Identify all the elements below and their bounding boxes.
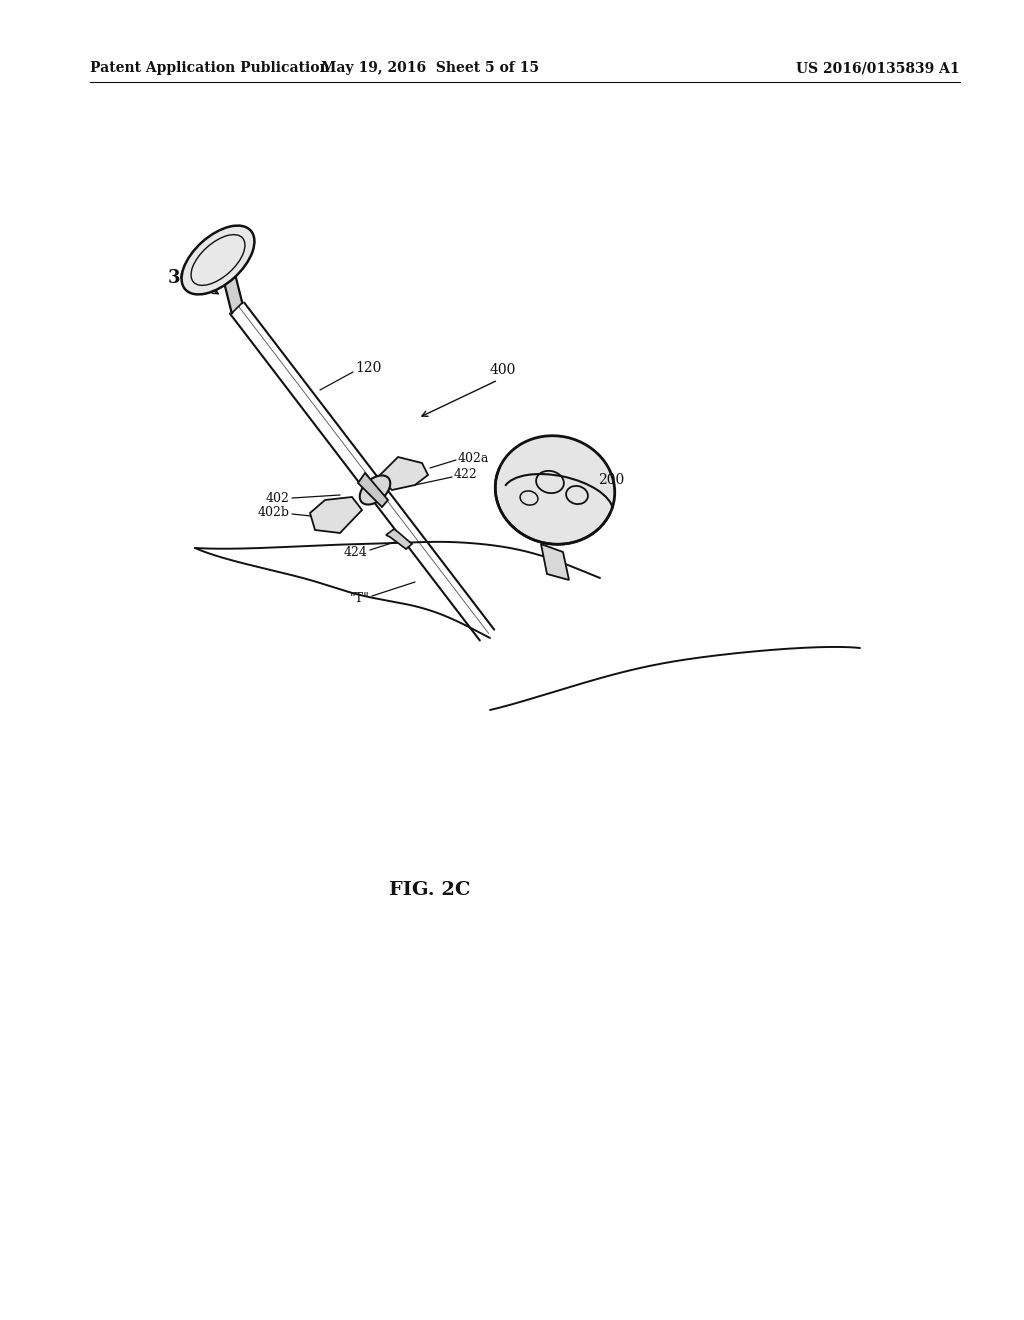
Polygon shape: [378, 457, 428, 490]
Polygon shape: [310, 498, 362, 533]
Text: 402a: 402a: [458, 451, 489, 465]
Text: US 2016/0135839 A1: US 2016/0135839 A1: [797, 61, 961, 75]
Polygon shape: [358, 473, 388, 507]
Polygon shape: [541, 544, 569, 579]
Text: 120: 120: [355, 360, 381, 375]
Polygon shape: [386, 529, 412, 549]
Text: 402: 402: [266, 491, 290, 504]
Text: FIG. 2C: FIG. 2C: [389, 880, 471, 899]
Text: 424: 424: [344, 545, 368, 558]
Text: 422: 422: [454, 469, 478, 482]
Text: May 19, 2016  Sheet 5 of 15: May 19, 2016 Sheet 5 of 15: [321, 61, 539, 75]
Text: 200: 200: [598, 473, 625, 487]
Text: Patent Application Publication: Patent Application Publication: [90, 61, 330, 75]
Text: 400: 400: [490, 363, 516, 378]
Ellipse shape: [496, 436, 614, 544]
Text: 402b: 402b: [258, 506, 290, 519]
Text: "T": "T": [350, 591, 370, 605]
Polygon shape: [225, 275, 242, 313]
Ellipse shape: [181, 226, 254, 294]
Ellipse shape: [359, 475, 390, 504]
Text: 300: 300: [168, 269, 206, 286]
